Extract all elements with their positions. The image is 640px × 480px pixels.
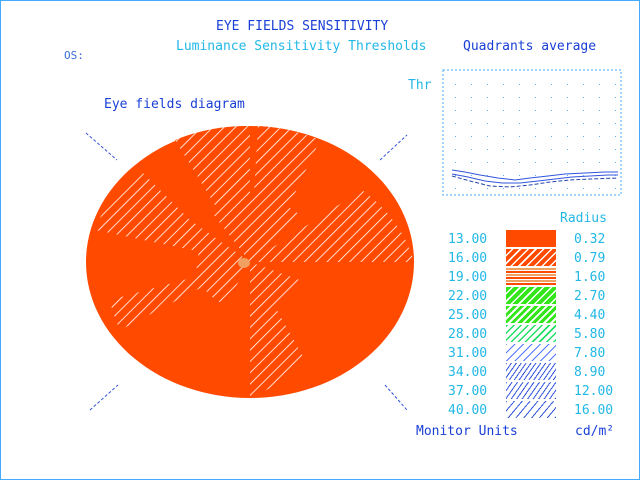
quadrants-graph — [442, 69, 622, 196]
sector-left-upper — [95, 170, 250, 262]
sector-lower — [250, 262, 305, 398]
legend-swatch — [506, 230, 556, 247]
legend-swatch — [506, 344, 556, 361]
units-label: Monitor Units — [416, 424, 518, 439]
legend-threshold-value: 22.00 — [448, 289, 488, 304]
legend-threshold-value: 16.00 — [448, 251, 488, 266]
legend-swatch — [506, 268, 556, 285]
legend-radius-value: 4.40 — [574, 308, 606, 323]
page-title: EYE FIELDS SENSITIVITY — [216, 19, 389, 34]
legend-swatch — [506, 382, 556, 399]
legend-threshold-value: 34.00 — [448, 365, 488, 380]
legend-radius-value: 2.70 — [574, 289, 606, 304]
legend-threshold-value: 31.00 — [448, 346, 488, 361]
legend-radius-value: 1.60 — [574, 270, 606, 285]
legend-swatch — [506, 363, 556, 380]
legend-radius-value: 12.00 — [574, 384, 614, 399]
legend-radius-value: 0.32 — [574, 232, 606, 247]
radius-header: Radius — [560, 211, 607, 226]
legend-threshold-value: 25.00 — [448, 308, 488, 323]
eye-label: OS: — [64, 49, 84, 62]
legend-threshold-value: 19.00 — [448, 270, 488, 285]
cd-label: cd/m² — [575, 424, 615, 439]
legend-swatch — [506, 306, 556, 323]
legend-radius-value: 5.80 — [574, 327, 606, 342]
inner-upper — [210, 198, 300, 262]
legend-radius-value: 8.90 — [574, 365, 606, 380]
blind-spot — [238, 258, 250, 268]
quadrants-title: Quadrants average — [463, 39, 597, 54]
legend-radius-value: 16.00 — [574, 403, 614, 418]
legend-threshold-value: 28.00 — [448, 327, 488, 342]
legend-swatch — [506, 325, 556, 342]
thr-label: Thr — [408, 78, 432, 93]
legend-threshold-value: 37.00 — [448, 384, 488, 399]
inner-left — [196, 250, 250, 305]
legend-radius-value: 0.79 — [574, 251, 606, 266]
inner-lower-right — [250, 262, 300, 310]
page-subtitle: Luminance Sensitivity Thresholds — [176, 39, 427, 54]
legend-swatch — [506, 401, 556, 418]
diagram-title: Eye fields diagram — [104, 97, 245, 112]
sector-right — [250, 190, 414, 262]
legend-threshold-value: 40.00 — [448, 403, 488, 418]
legend-radius-value: 7.80 — [574, 346, 606, 361]
legend-swatch — [506, 249, 556, 266]
legend-swatch — [506, 287, 556, 304]
eye-field-diagram — [85, 125, 414, 411]
legend-threshold-value: 13.00 — [448, 232, 488, 247]
